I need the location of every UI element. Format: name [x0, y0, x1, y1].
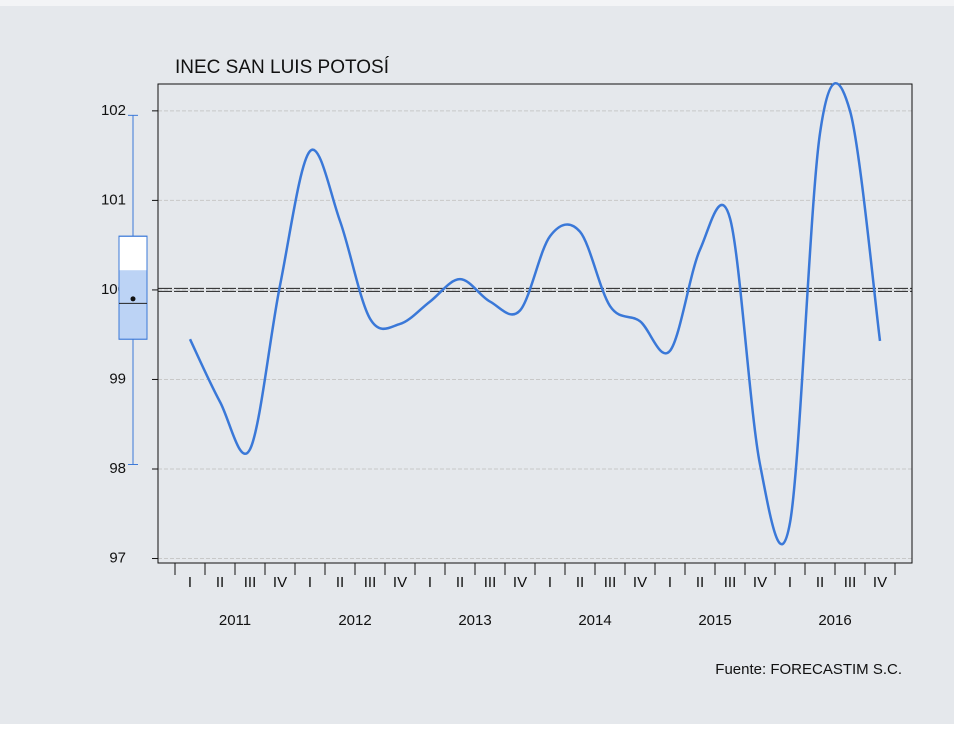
- x-tick-label: III: [604, 574, 617, 591]
- x-tick-label: IV: [753, 574, 767, 591]
- line-series: [188, 82, 882, 546]
- x-tick-label: IV: [873, 574, 887, 591]
- confidence-band: [119, 270, 147, 340]
- x-tick-label: I: [188, 574, 192, 591]
- year-label: 2016: [818, 612, 851, 629]
- x-tick-label: II: [216, 574, 224, 591]
- x-tick-label: III: [844, 574, 857, 591]
- x-tick-label: II: [696, 574, 704, 591]
- x-tick-label: III: [244, 574, 257, 591]
- top-strip: [0, 0, 954, 6]
- x-tick-label: III: [724, 574, 737, 591]
- year-label: 2011: [219, 612, 251, 629]
- x-tick-label: I: [788, 574, 792, 591]
- y-tick-label: 102: [101, 102, 126, 119]
- x-tick-label: I: [428, 574, 432, 591]
- x-tick-label: I: [668, 574, 672, 591]
- year-label: 2012: [338, 612, 371, 629]
- box-outline: [118, 235, 148, 340]
- y-tick-label: 99: [109, 370, 126, 387]
- x-tick-label: II: [336, 574, 344, 591]
- x-tick-label: II: [576, 574, 584, 591]
- x-tick-label: III: [364, 574, 377, 591]
- year-label: 2015: [698, 612, 731, 629]
- year-label: 2013: [458, 612, 491, 629]
- x-tick-label: II: [816, 574, 824, 591]
- y-tick-label: 97: [109, 549, 126, 566]
- y-tick-label: 101: [101, 191, 126, 208]
- x-tick-label: II: [456, 574, 464, 591]
- mean: [130, 296, 136, 302]
- x-tick-label: IV: [633, 574, 647, 591]
- x-tick-label: I: [548, 574, 552, 591]
- x-tick-label: IV: [393, 574, 407, 591]
- year-label: 2014: [578, 612, 611, 629]
- x-tick-label: I: [308, 574, 312, 591]
- x-tick-label: IV: [273, 574, 287, 591]
- source-note: Fuente: FORECASTIM S.C.: [715, 661, 902, 678]
- x-tick-label: III: [484, 574, 497, 591]
- x-tick-label: IV: [513, 574, 527, 591]
- y-tick-label: 98: [109, 460, 126, 477]
- chart-title: INEC SAN LUIS POTOSÍ: [175, 57, 390, 78]
